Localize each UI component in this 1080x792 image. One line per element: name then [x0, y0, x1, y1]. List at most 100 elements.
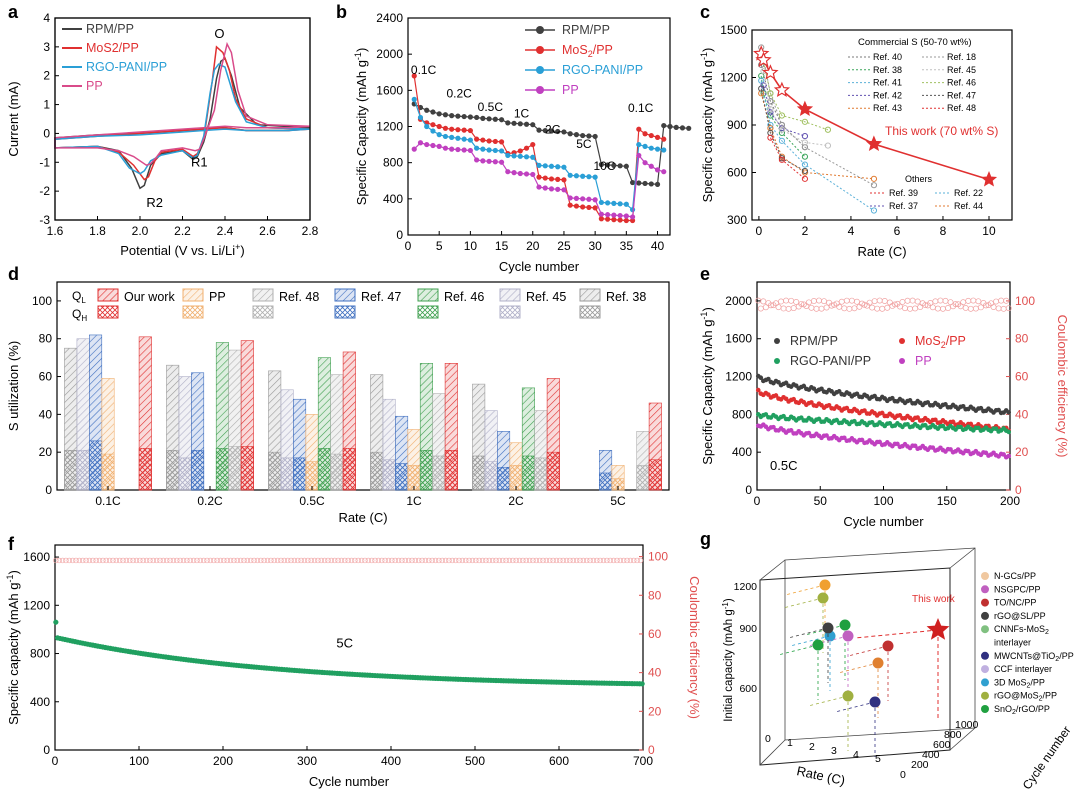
panel-c-legend-others-label: Ref. 22	[954, 188, 983, 198]
panel-b-series-3-point	[636, 152, 642, 159]
panel-b-series-1-point	[617, 217, 623, 223]
panel-b-series-0-point	[424, 107, 430, 113]
panel-b-series-0-point	[536, 127, 542, 133]
panel-f-ce-point	[530, 557, 536, 564]
panel-b-xtick-label: 40	[651, 239, 665, 253]
panel-a-legend-label: MoS2/PP	[86, 41, 139, 55]
panel-f-ce-point	[422, 557, 429, 564]
panel-e-ce-point	[975, 298, 982, 305]
panel-e-series-1-point	[791, 396, 796, 402]
panel-f-ce-point	[217, 557, 224, 564]
panel-f-xlabel: Cycle number	[309, 774, 390, 789]
panel-b-series-0-point	[667, 123, 673, 130]
panel-d-legend-swatch	[182, 305, 204, 319]
panel-b-series-3-point	[492, 159, 498, 165]
panel-f-ce-point	[456, 557, 462, 564]
panel-f-ce-point	[446, 557, 452, 564]
panel-d-bar-qh	[268, 451, 282, 491]
panel-e-ytick-label: 800	[732, 407, 752, 421]
panel-d-legend-swatch	[334, 305, 356, 319]
panel-f-xtick-label: 500	[465, 754, 485, 768]
panel-f-ce-point	[268, 557, 274, 564]
panel-b-series-3-point	[617, 212, 623, 219]
panel-f-ce-point	[295, 557, 301, 564]
panel-f-ce-point	[271, 557, 277, 564]
panel-e-ce-point	[904, 297, 911, 304]
panel-b-series-0-point	[679, 125, 686, 131]
panel-a-annotation: R1	[191, 155, 208, 170]
panel-a-ytick-label: 1	[43, 98, 50, 112]
panel-g-ztick-label: 600	[933, 739, 951, 751]
panel-f-ce-point	[291, 557, 298, 564]
panel-b-series-2-point	[511, 153, 517, 159]
panel-f-ce-point	[90, 557, 96, 564]
panel-b-rate-label: 10C	[593, 159, 615, 173]
panel-b-series-3-point	[436, 143, 442, 149]
panel-e-ce-point	[841, 305, 848, 312]
panel-d-bar-qh	[178, 457, 192, 491]
panel-g-sphere	[882, 640, 894, 652]
panel-b-series-0-point	[498, 117, 505, 123]
panel-f-ce-point	[298, 557, 304, 564]
panel-f-ce-point	[110, 557, 116, 564]
panel-e-ce-point	[808, 304, 815, 311]
panel-d-legend-swatch	[417, 288, 439, 302]
panel-b-series-2-point	[555, 164, 561, 170]
panel-g-sphere	[842, 690, 854, 702]
panel-f-ce-point	[547, 557, 553, 564]
panel-e-y2tick-label: 100	[1015, 294, 1035, 308]
panel-f-ce-point	[234, 557, 240, 564]
panel-g-legend-label: MWCNTs@TiO2/PP	[994, 651, 1074, 663]
panel-d-bar-qh	[472, 455, 486, 491]
panel-f-ce-point	[335, 557, 341, 564]
panel-b-series-3-point	[511, 170, 517, 176]
panel-f-ce-point	[76, 557, 83, 564]
panel-c-ytick-label: 1200	[720, 71, 747, 85]
panel-b-series-0-point	[654, 181, 661, 187]
panel-c-ref-point	[778, 156, 786, 163]
panel-e-series-3-point	[771, 424, 776, 430]
panel-c-legend-right-label: Ref. 45	[947, 65, 976, 75]
panel-f-ce-point	[489, 557, 496, 564]
panel-b-series-2-point	[580, 173, 586, 179]
panel-c-legend-title: Commercial S (50-70 wt%)	[858, 37, 972, 48]
panel-d-legend-swatch	[252, 288, 274, 302]
panel-b-series-1-point	[623, 217, 629, 224]
panel-e-ce-point	[848, 297, 855, 304]
panel-f-ce-point	[459, 557, 466, 564]
panel-e-ce-point	[972, 305, 979, 312]
panel-e-xtick-label: 200	[1000, 494, 1020, 508]
panel-b-series-2-point	[449, 134, 455, 140]
panel-f-ce-point	[513, 557, 519, 564]
panel-b-series-1-point	[561, 177, 567, 183]
panel-d-legend-label: Ref. 47	[361, 290, 401, 304]
panel-e-ce-point	[947, 299, 954, 306]
panel-a-ytick-label: 4	[43, 11, 50, 25]
panel-b-series-3-point	[629, 214, 636, 220]
panel-f-ce-point	[278, 557, 284, 564]
panel-g-ztick-label: 200	[911, 759, 929, 771]
panel-g-dropline	[847, 645, 889, 657]
panel-b-series-3-point	[567, 195, 573, 201]
panel-c-ref-point	[758, 85, 765, 92]
panel-g-legend-label: rGO@MoS2/PP	[994, 691, 1057, 703]
panel-b-series-2-point	[530, 154, 536, 160]
panel-d-bar-qh	[305, 461, 319, 491]
panel-b-series-0-point	[430, 109, 436, 115]
panel-b-series-1-point	[642, 131, 648, 137]
panel-b-series-0-point	[636, 180, 642, 186]
panel-f-ce-point	[315, 557, 321, 564]
panel-f-ce-point	[429, 557, 435, 564]
panel-f-ce-point	[526, 557, 533, 564]
panel-e-ce-point	[767, 302, 774, 309]
panel-g-legend-label: N-GCs/PP	[994, 571, 1036, 581]
panel-b-series-3-point	[474, 157, 480, 163]
panel-c-legend-right-label: Ref. 18	[947, 52, 976, 62]
panel-e-ce-point	[884, 304, 891, 311]
panel-g-legend-marker	[981, 691, 989, 700]
panel-b-series-2-point	[605, 200, 611, 206]
panel-f-ce-point	[321, 557, 328, 564]
